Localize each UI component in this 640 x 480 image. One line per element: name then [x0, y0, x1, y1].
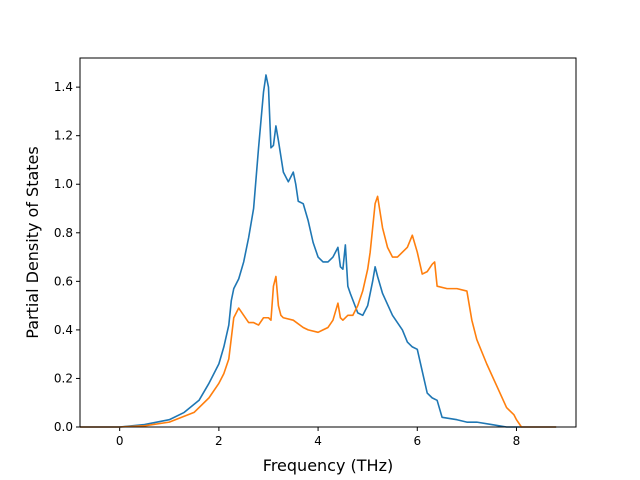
- y-tick-label: 1.2: [54, 129, 73, 143]
- x-axis-title: Frequency (THz): [263, 456, 393, 475]
- y-tick-label: 0.0: [54, 420, 73, 434]
- y-tick-label: 0.4: [54, 323, 73, 337]
- y-axis-title: Partial Density of States: [23, 146, 42, 338]
- series-line-1: [80, 74, 557, 428]
- series-layer: [80, 74, 557, 428]
- tick-layer: 0 2 4 6 8 0.0 0.2 0.4 0.6 0.8 1.0 1.2 1.4: [54, 80, 520, 448]
- x-tick-label: 2: [215, 434, 223, 448]
- x-tick-label: 0: [116, 434, 124, 448]
- series-line-2: [80, 195, 557, 428]
- plot-frame: [79, 57, 577, 428]
- x-tick-label: 6: [413, 434, 421, 448]
- x-tick-label: 4: [314, 434, 322, 448]
- y-tick-label: 0.6: [54, 274, 73, 288]
- x-tick-label: 8: [513, 434, 521, 448]
- y-tick-label: 0.2: [54, 371, 73, 385]
- y-tick-label: 0.8: [54, 226, 73, 240]
- y-tick-label: 1.4: [54, 80, 73, 94]
- y-tick-label: 1.0: [54, 177, 73, 191]
